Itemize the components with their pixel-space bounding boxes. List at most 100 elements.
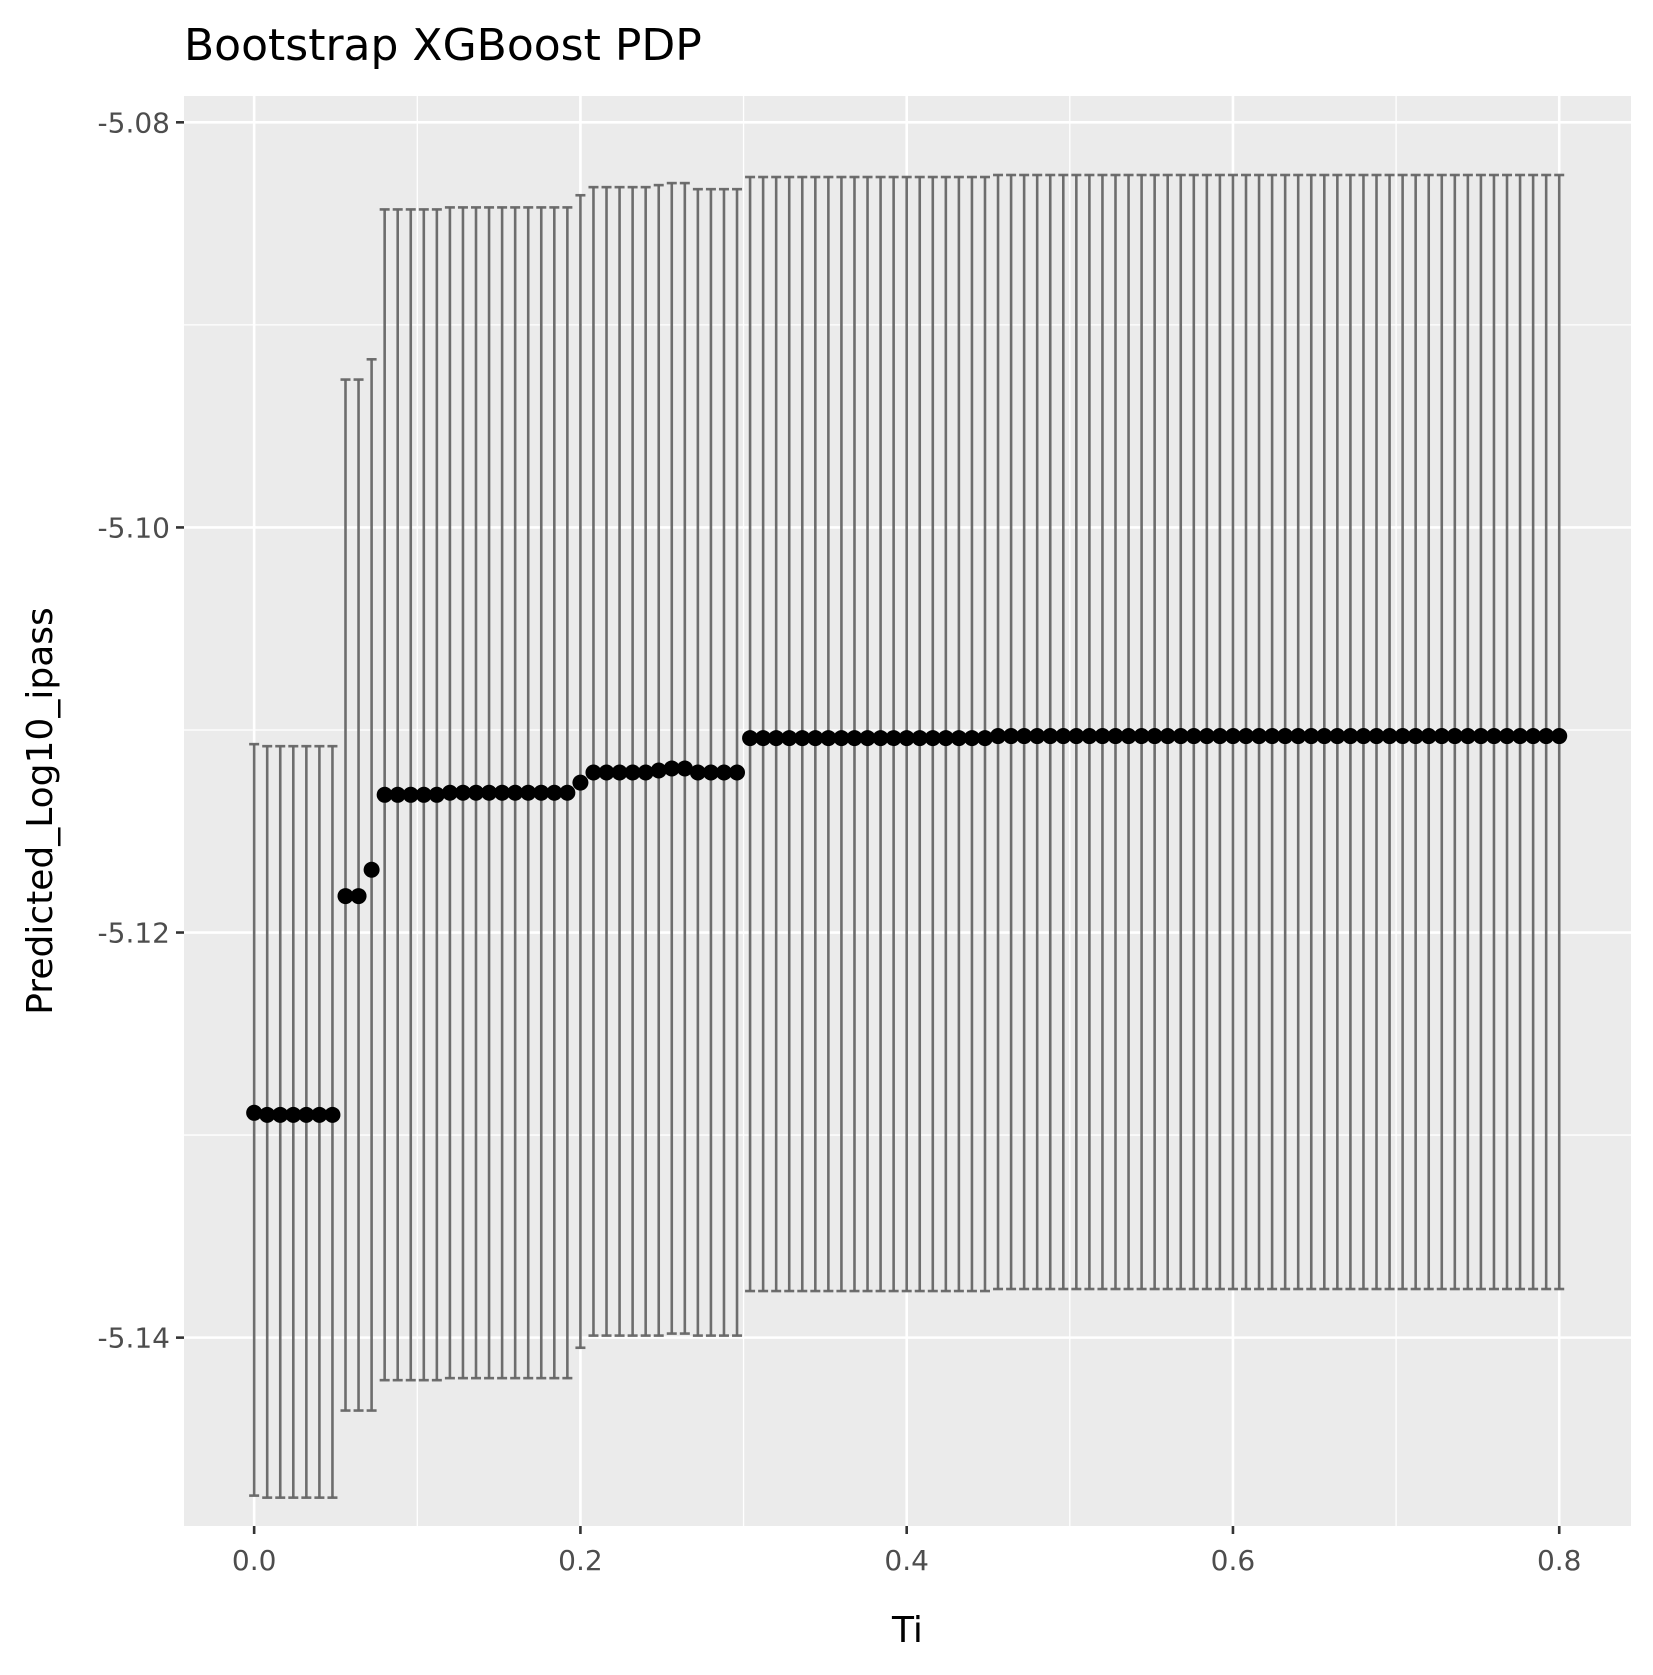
data-point (1407, 728, 1424, 745)
error-bar (366, 358, 377, 1412)
data-point (585, 764, 602, 781)
data-point (1512, 728, 1529, 745)
data-point (572, 774, 589, 791)
data-point (1251, 728, 1268, 745)
data-point (1368, 728, 1385, 745)
data-point (1525, 728, 1542, 745)
data-point (689, 764, 706, 781)
data-point (1185, 728, 1202, 745)
data-point (1055, 728, 1072, 745)
data-point (1159, 728, 1176, 745)
error-bar (588, 185, 599, 1337)
data-point (1303, 728, 1320, 745)
error-bar (692, 187, 703, 1337)
data-point (729, 764, 746, 781)
data-point (1107, 728, 1124, 745)
data-point (781, 730, 798, 747)
error-bar (653, 183, 664, 1337)
data-point (898, 730, 915, 747)
data-point (611, 764, 628, 781)
data-point (441, 784, 458, 801)
data-point (1485, 728, 1502, 745)
data-point (833, 730, 850, 747)
data-point (415, 786, 432, 803)
data-point (1472, 728, 1489, 745)
data-points (246, 728, 1568, 1123)
data-point (468, 784, 485, 801)
data-point (1538, 728, 1555, 745)
error-bar (732, 187, 743, 1337)
data-point (742, 730, 759, 747)
data-point (1551, 728, 1568, 745)
data-point (1094, 728, 1111, 745)
data-point (976, 730, 993, 747)
x-axis: 0.0 0.2 0.4 0.6 0.8 (232, 1526, 1581, 1577)
data-point (990, 728, 1007, 745)
data-point (1394, 728, 1411, 745)
data-point (1003, 728, 1020, 745)
data-point (350, 888, 367, 905)
data-point (246, 1104, 263, 1121)
data-point (624, 764, 641, 781)
x-tick-label: 0.0 (232, 1544, 277, 1577)
data-point (337, 888, 354, 905)
data-point (963, 730, 980, 747)
data-point (1420, 728, 1437, 745)
data-point (637, 764, 654, 781)
data-point (311, 1106, 328, 1123)
chart-title: Bootstrap XGBoost PDP (184, 20, 702, 71)
data-point (1499, 728, 1516, 745)
data-point (937, 730, 954, 747)
data-point (846, 730, 863, 747)
data-point (872, 730, 889, 747)
data-point (1342, 728, 1359, 745)
data-point (1133, 728, 1150, 745)
data-point (1172, 728, 1189, 745)
data-point (272, 1106, 289, 1123)
x-tick-label: 0.4 (884, 1544, 929, 1577)
data-point (768, 730, 785, 747)
data-point (1146, 728, 1163, 745)
data-point (1446, 728, 1463, 745)
data-point (755, 730, 772, 747)
x-tick-label: 0.2 (558, 1544, 603, 1577)
x-axis-title: Ti (891, 1610, 923, 1651)
data-point (298, 1106, 315, 1123)
error-bar (640, 185, 651, 1337)
data-point (950, 730, 967, 747)
data-point (1277, 728, 1294, 745)
data-point (1120, 728, 1137, 745)
data-point (1329, 728, 1346, 745)
y-tick-label: -5.08 (98, 106, 170, 139)
data-point (324, 1106, 341, 1123)
error-bar (705, 187, 716, 1337)
data-point (507, 784, 524, 801)
data-point (546, 784, 563, 801)
data-point (1355, 728, 1372, 745)
data-point (1198, 728, 1215, 745)
y-tick-label: -5.12 (98, 917, 170, 950)
data-point (650, 762, 667, 779)
data-point (389, 786, 406, 803)
error-bar (679, 181, 690, 1335)
error-bar (614, 185, 625, 1337)
data-point (1238, 728, 1255, 745)
data-point (911, 730, 928, 747)
data-point (1068, 728, 1085, 745)
y-axis: -5.14 -5.12 -5.10 -5.08 (98, 106, 184, 1355)
data-point (454, 784, 471, 801)
data-point (702, 764, 719, 781)
y-axis-title: Predicted_Log10_ipass (20, 607, 61, 1015)
data-point (924, 730, 941, 747)
data-point (1316, 728, 1333, 745)
data-point (1042, 728, 1059, 745)
data-point (559, 784, 576, 801)
data-point (285, 1106, 302, 1123)
data-point (794, 730, 811, 747)
data-point (363, 861, 380, 878)
data-point (1290, 728, 1307, 745)
error-bar (666, 181, 677, 1335)
data-point (715, 764, 732, 781)
data-point (807, 730, 824, 747)
data-point (1459, 728, 1476, 745)
